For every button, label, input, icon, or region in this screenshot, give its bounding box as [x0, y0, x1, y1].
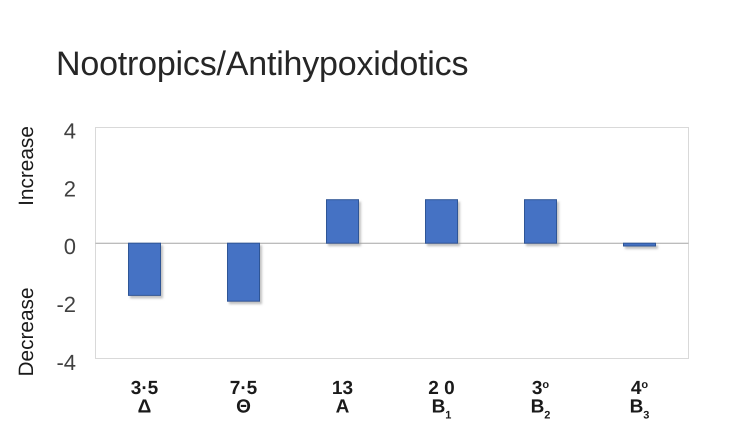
svg-text:-2: -2 — [56, 292, 76, 317]
svg-text:B1: B1 — [432, 396, 452, 421]
svg-text:0: 0 — [64, 234, 76, 259]
svg-text:-4: -4 — [56, 350, 76, 375]
svg-text:2: 2 — [64, 176, 76, 201]
svg-text:Decrease: Decrease — [15, 287, 38, 376]
svg-text:B3: B3 — [630, 396, 650, 421]
svg-text:A: A — [336, 396, 350, 417]
svg-text:B2: B2 — [531, 396, 551, 421]
svg-text:4: 4 — [64, 119, 76, 144]
svg-text:Increase: Increase — [15, 126, 38, 206]
svg-text:Δ: Δ — [138, 396, 152, 417]
svg-text:Θ: Θ — [236, 396, 251, 417]
